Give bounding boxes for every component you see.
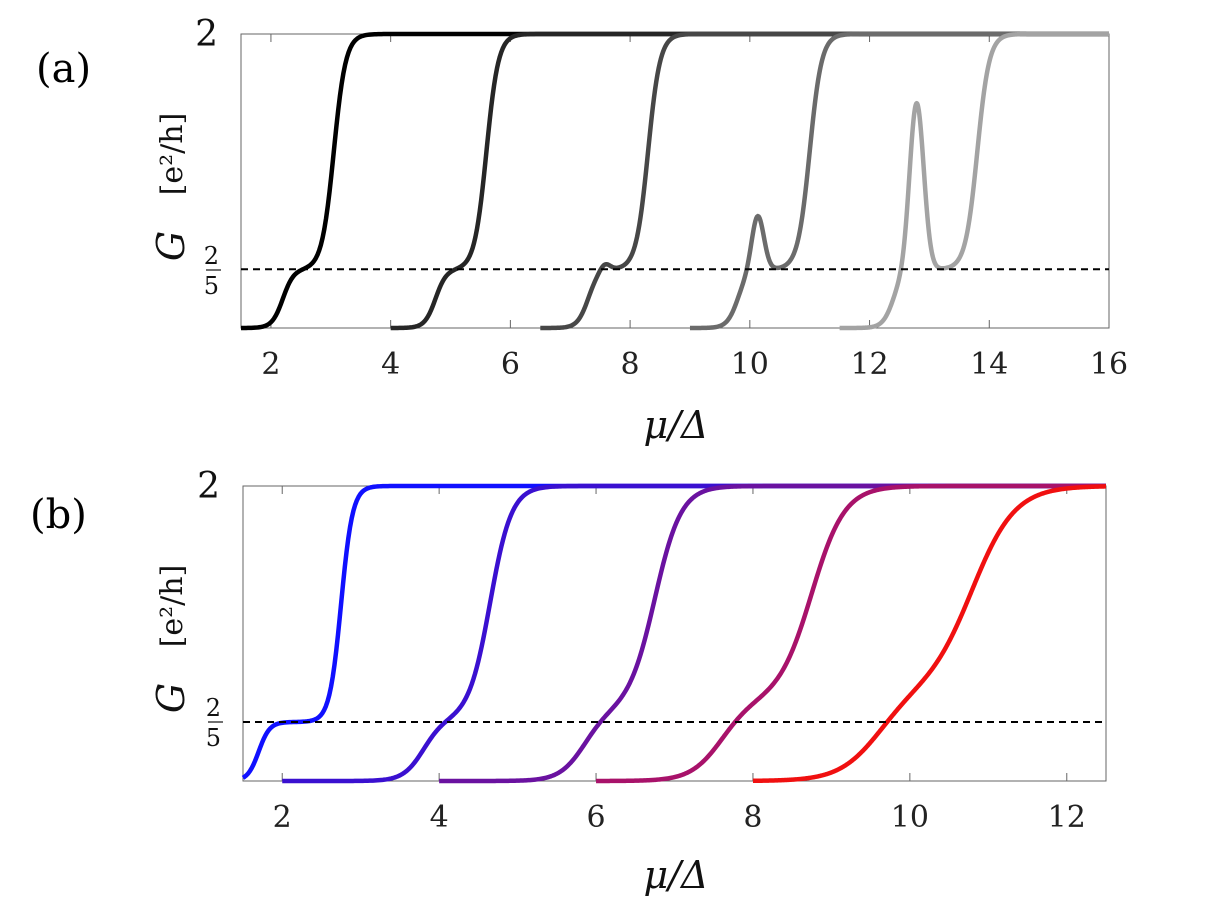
panel-a-ytick-frac-num: 2 [204, 242, 219, 270]
panel-a-xlabel: μ/Δ [644, 403, 709, 447]
panel-b-label: (b) [30, 492, 87, 538]
x-tick-label: 8 [621, 347, 640, 382]
x-tick-label: 10 [731, 347, 769, 382]
x-tick-label: 16 [1090, 347, 1128, 382]
panel-a-ylabel: G [149, 231, 193, 261]
series-line-curve-3 [539, 31, 1111, 331]
x-tick-label: 4 [430, 800, 449, 835]
x-tick-label: 12 [1048, 800, 1086, 835]
series-line-curve-4 [594, 483, 1108, 784]
x-tick-label: 6 [586, 800, 605, 835]
series-line-curve-5 [837, 31, 1111, 331]
panel-b-curves [241, 483, 1108, 784]
x-tick-label: 14 [970, 347, 1008, 382]
panel-b-ytick-fraction: 2 5 [206, 694, 223, 752]
series-line-curve-5 [751, 484, 1108, 784]
series-line-curve-2 [389, 31, 1110, 331]
x-tick-label: 2 [261, 347, 280, 382]
series-line-curve-1 [240, 31, 1110, 331]
x-tick-label: 12 [850, 347, 888, 382]
panel-a: (a) 2 4 6 8 10 12 14 16 2 2 5 G [e²/h] μ/Δ [36, 14, 1128, 447]
panel-a-ylabel-unit: [e²/h] [155, 113, 190, 196]
x-tick-label: 6 [501, 347, 520, 382]
panel-a-axes-frame [240, 33, 1110, 329]
panel-a-ytick-fraction: 2 5 [204, 242, 221, 300]
panel-b: (b) 2 4 6 8 10 12 2 2 5 G [e²/h] μ/Δ [30, 466, 1108, 897]
x-tick-label: 10 [891, 800, 929, 835]
panel-b-ytick-frac-den: 5 [206, 724, 221, 752]
x-tick-label: 4 [381, 347, 400, 382]
panel-a-curves [240, 31, 1111, 331]
panel-a-x-ticks: 2 4 6 8 10 12 14 16 [261, 34, 1128, 382]
panel-b-x-ticks: 2 4 6 8 10 12 [273, 486, 1086, 835]
x-tick-label: 8 [743, 800, 762, 835]
x-tick-label: 2 [273, 800, 292, 835]
panel-b-ylabel: G [149, 683, 193, 713]
panel-b-ylabel-unit: [e²/h] [155, 565, 190, 648]
panel-a-label: (a) [36, 46, 91, 92]
panel-a-y-axis-label: G [e²/h] [149, 113, 193, 261]
panel-b-xlabel: μ/Δ [644, 853, 709, 897]
panel-b-y-axis-label: G [e²/h] [149, 565, 193, 713]
panel-b-ytick-top: 2 [197, 466, 220, 507]
panel-a-ytick-frac-den: 5 [204, 272, 219, 300]
series-line-curve-2 [281, 483, 1107, 784]
series-line-curve-3 [438, 483, 1107, 784]
panel-b-ytick-frac-num: 2 [206, 694, 221, 722]
panel-a-ytick-top: 2 [195, 14, 218, 55]
